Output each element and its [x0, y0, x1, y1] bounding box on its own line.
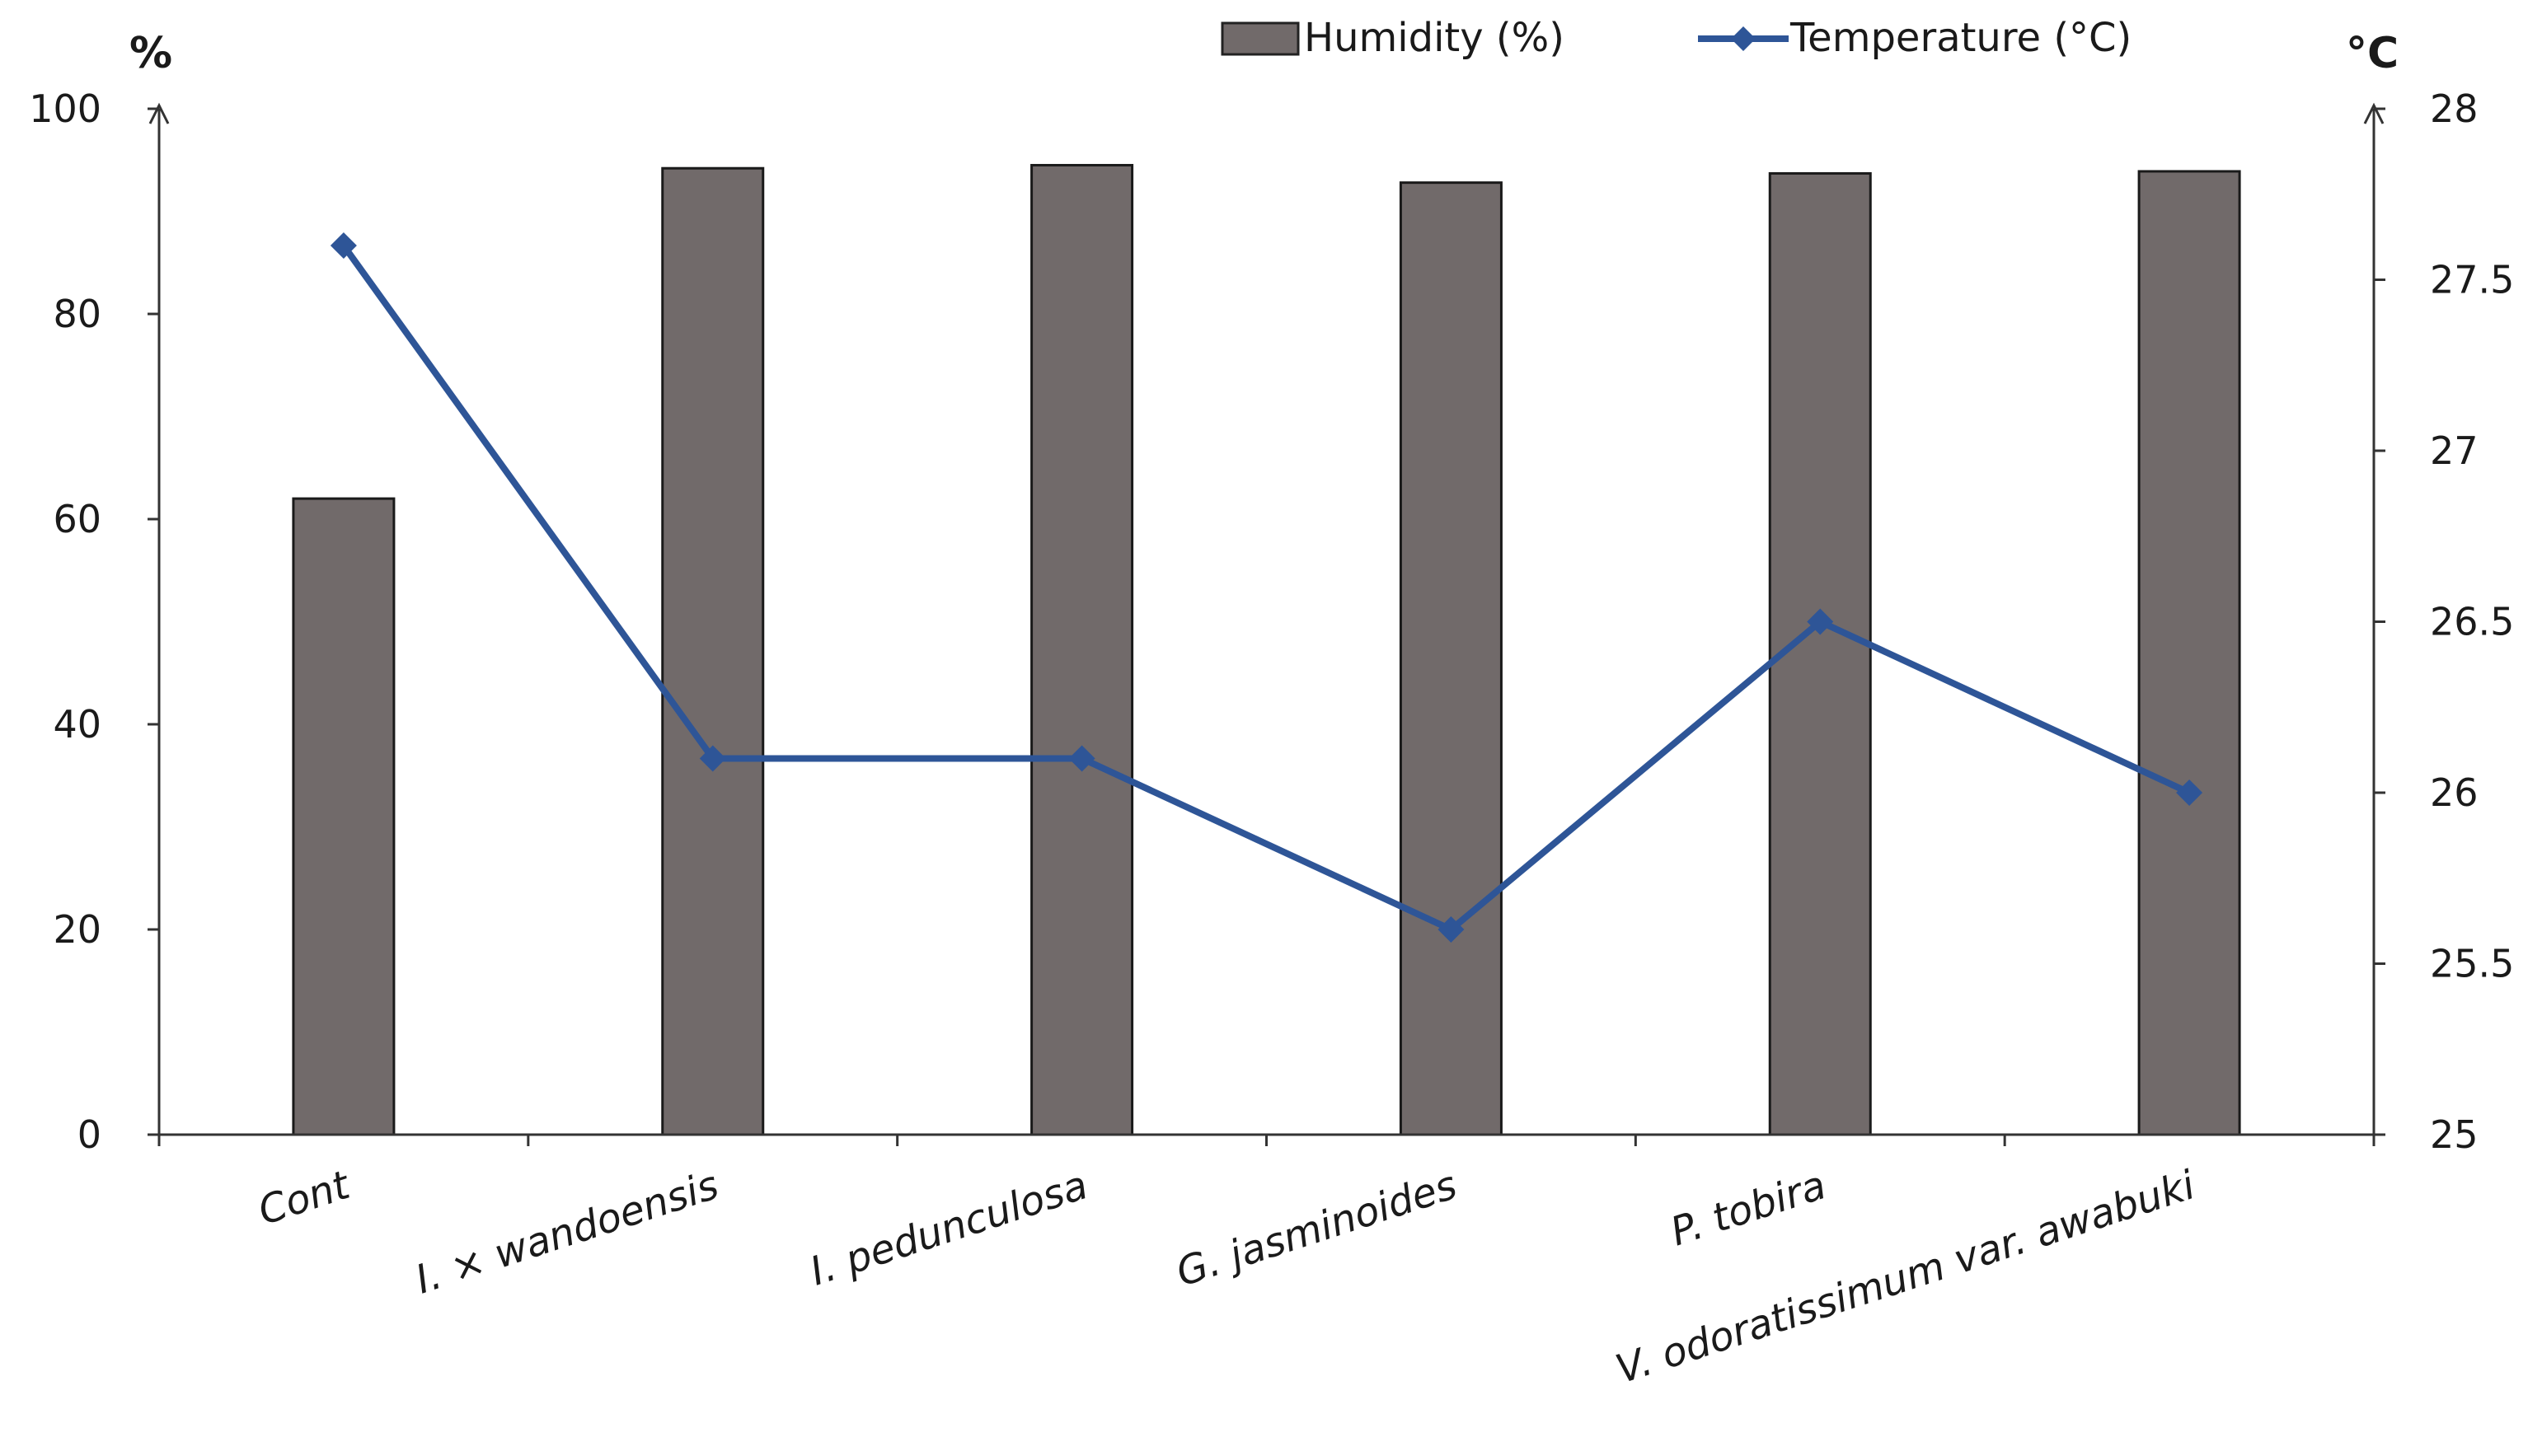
temperature-point	[1068, 745, 1095, 772]
legend-humidity-swatch	[1221, 21, 1300, 56]
temperature-point	[1437, 916, 1465, 943]
category-labels: Cont I. × wandoensis I. pedunculosa G. jasm…	[253, 1161, 2202, 1393]
right-tick-label: 27.5	[2430, 258, 2514, 302]
left-tick-label: 0	[77, 1112, 101, 1157]
right-tick-label: 27	[2430, 428, 2479, 473]
x-axis-ticks	[157, 1135, 2376, 1146]
legend: Humidity (%) Temperature (°C)	[1221, 15, 2132, 61]
legend-humidity-label: Humidity (%)	[1304, 15, 1564, 61]
left-axis-arrow	[148, 102, 170, 124]
right-tick-label: 25.5	[2430, 942, 2514, 986]
right-tick-label: 26.5	[2430, 600, 2514, 644]
humidity-bar	[2137, 170, 2241, 1136]
legend-temperature-marker	[1731, 26, 1756, 51]
temperature-point	[699, 745, 726, 772]
left-tick-label: 100	[29, 87, 101, 131]
category-label: G. jasminoides	[1170, 1162, 1462, 1296]
category-label: I. × wandoensis	[410, 1162, 724, 1303]
right-tick-label: 26	[2430, 770, 2479, 815]
left-tick-label: 20	[53, 907, 101, 952]
temperature-point	[330, 232, 357, 259]
category-label: V. odoratissimum var. awabuki	[1611, 1162, 2202, 1393]
legend-temperature-label: Temperature (°C)	[1789, 15, 2132, 61]
humidity-bar	[1399, 181, 1503, 1136]
axes	[148, 102, 2385, 1136]
category-label: I. pedunculosa	[804, 1162, 1093, 1294]
humidity-bars	[292, 163, 2241, 1136]
left-tick-label: 40	[53, 702, 101, 747]
temperature-point	[1807, 608, 1834, 635]
humidity-bar	[1030, 163, 1134, 1136]
humidity-bar	[292, 497, 396, 1136]
category-label: Cont	[253, 1161, 357, 1234]
right-axis-ticks: 25 25.5 26 26.5 27 27.5 28	[2374, 87, 2514, 1157]
temperature-line	[340, 243, 2191, 933]
left-axis-ticks: 0 20 40 60 80 100	[29, 87, 159, 1157]
left-tick-label: 80	[53, 292, 101, 336]
temperature-point	[2176, 779, 2203, 806]
humidity-bar	[661, 166, 765, 1136]
right-axis-unit: °C	[2346, 29, 2399, 78]
right-tick-label: 25	[2430, 1112, 2479, 1157]
category-label: P. tobira	[1665, 1162, 1831, 1255]
left-tick-label: 60	[53, 497, 101, 541]
temperature-series	[330, 232, 2203, 943]
right-axis-arrow	[2363, 102, 2385, 124]
right-tick-label: 28	[2430, 87, 2479, 131]
left-axis-unit: %	[129, 29, 172, 78]
